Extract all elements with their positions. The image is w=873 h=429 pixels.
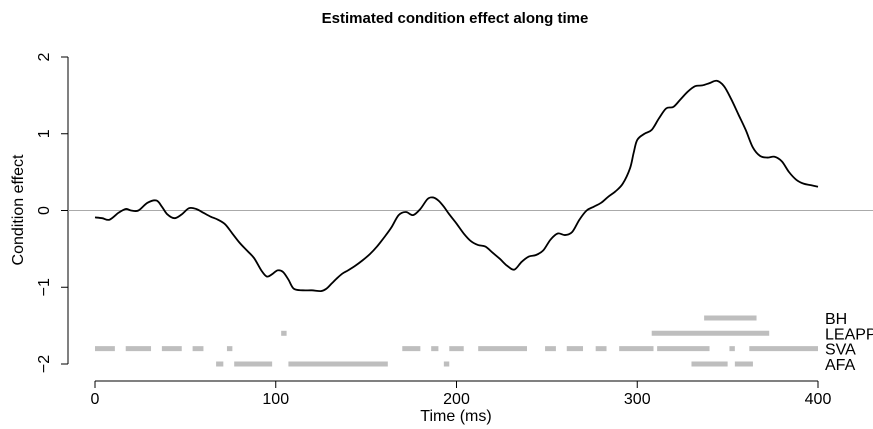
x-tick-label: 0	[91, 391, 100, 408]
row-label-leapp: LEAPP	[825, 326, 873, 343]
series-lines	[94, 79, 819, 293]
x-tick-label: 300	[624, 391, 651, 408]
x-tick-label: 400	[805, 391, 832, 408]
y-tick-label: 1	[36, 129, 53, 138]
row-label-sva: SVA	[825, 342, 856, 359]
y-tick-label: −2	[36, 355, 53, 373]
y-tick-label: 2	[36, 52, 53, 61]
significance-bars	[95, 315, 818, 367]
x-tick-label: 200	[443, 391, 470, 408]
y-tick-label: −1	[36, 278, 53, 296]
condition-effect-line	[94, 79, 819, 293]
row-label-bh: BH	[825, 311, 847, 328]
x-axis-label: Time (ms)	[420, 408, 491, 425]
y-tick-label: 0	[36, 206, 53, 215]
chart-title: Estimated condition effect along time	[322, 10, 589, 27]
plot-axes: 0 100 200 300 400 −2 −1 0 1 2	[36, 52, 873, 408]
row-label-afa: AFA	[825, 357, 856, 374]
x-tick-label: 100	[262, 391, 289, 408]
y-axis-label: Condition effect	[10, 154, 27, 265]
